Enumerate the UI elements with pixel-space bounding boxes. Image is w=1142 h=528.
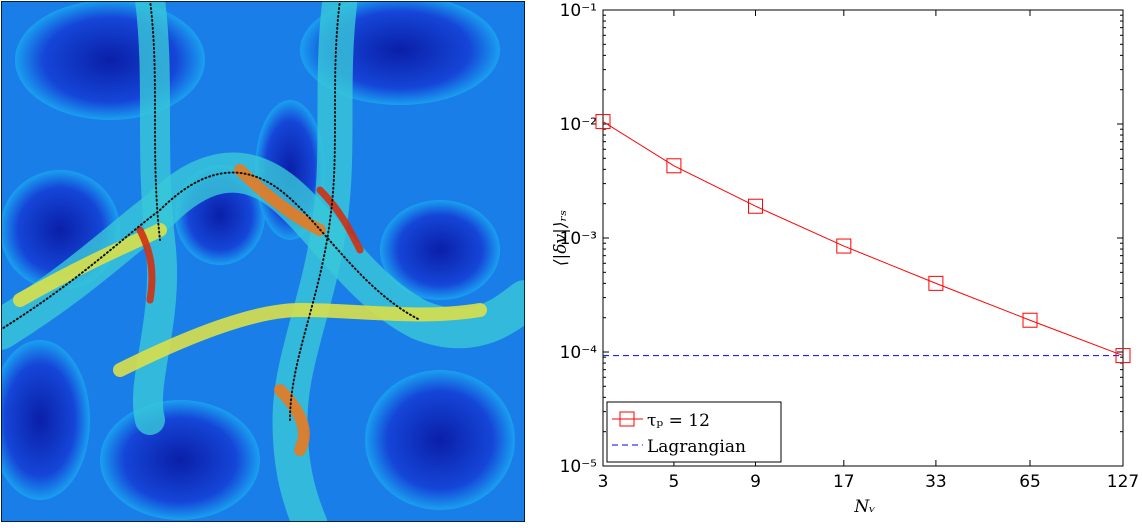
y-tick-label: 10⁻³	[560, 229, 597, 249]
y-tick-label: 10⁻⁴	[560, 343, 598, 363]
legend-label: τₚ = 12	[647, 411, 710, 431]
y-tick-label: 10⁻²	[560, 115, 597, 135]
marker	[748, 198, 764, 214]
x-tick-label: 5	[669, 472, 680, 492]
flow-field-image	[1, 1, 525, 522]
x-tick-label: 17	[833, 472, 855, 492]
plot-area: Nᵥ ⟨|δv|⟩ᵣₛ 10⁻⁵ 10⁻⁴ 10⁻³ 10⁻² 10⁻¹ 3 5 9 17 33 6…	[551, 1, 1139, 517]
legend-box	[606, 401, 782, 463]
x-tick-label: 127	[1107, 472, 1139, 492]
x-axis-label: Nᵥ	[853, 497, 875, 517]
axes-frame	[602, 9, 1124, 467]
y-axis-label: ⟨|δv|⟩ᵣₛ	[551, 210, 571, 266]
legend-marker	[619, 411, 635, 427]
marker	[1022, 312, 1038, 328]
y-tick-label: 10⁻¹	[560, 1, 597, 21]
series-line	[602, 121, 1124, 357]
marker	[836, 238, 852, 254]
x-tick-label: 3	[598, 472, 609, 492]
marker	[666, 158, 682, 174]
marker	[595, 114, 611, 130]
marker	[1115, 348, 1131, 364]
x-tick-label: 65	[1019, 472, 1041, 492]
x-tick-label: 33	[925, 472, 947, 492]
x-tick-label: 9	[750, 472, 761, 492]
marker	[928, 275, 944, 291]
legend-label: Lagrangian	[647, 437, 746, 457]
y-tick-label: 10⁻⁵	[560, 457, 597, 477]
